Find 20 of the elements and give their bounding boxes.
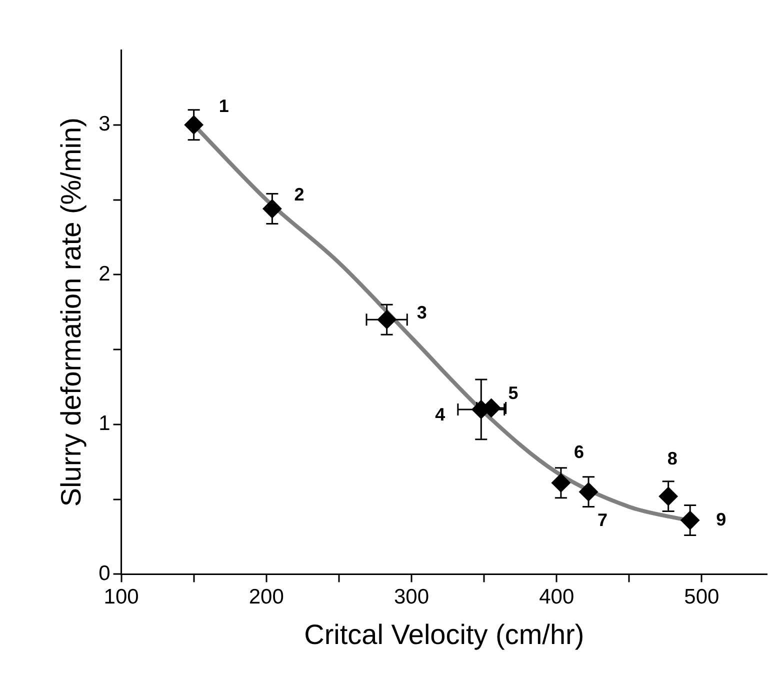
annotation: 4 xyxy=(435,404,446,424)
annotation: 5 xyxy=(508,382,518,403)
y-axis-title: Slurry deformation rate (%/min) xyxy=(56,118,87,507)
annotation: 7 xyxy=(598,510,608,530)
annotation: 1 xyxy=(218,96,229,116)
x-tick-label: 400 xyxy=(539,586,574,609)
y-tick-label: 0 xyxy=(98,562,110,585)
x-tick-label: 200 xyxy=(248,586,284,609)
annotation: 3 xyxy=(416,302,427,323)
annotation: 2 xyxy=(294,184,304,205)
y-tick-label: 2 xyxy=(98,262,110,286)
x-tick-label: 300 xyxy=(394,586,430,609)
annotation: 6 xyxy=(574,442,584,462)
annotation: 9 xyxy=(716,509,726,530)
annotation: 8 xyxy=(667,448,678,468)
y-tick-label: 3 xyxy=(98,112,110,136)
x-axis-title: Critcal Velocity (cm/hr) xyxy=(304,618,584,650)
x-tick-label: 500 xyxy=(684,586,720,609)
y-tick-label: 1 xyxy=(98,412,110,436)
x-tick-label: 100 xyxy=(104,586,139,609)
